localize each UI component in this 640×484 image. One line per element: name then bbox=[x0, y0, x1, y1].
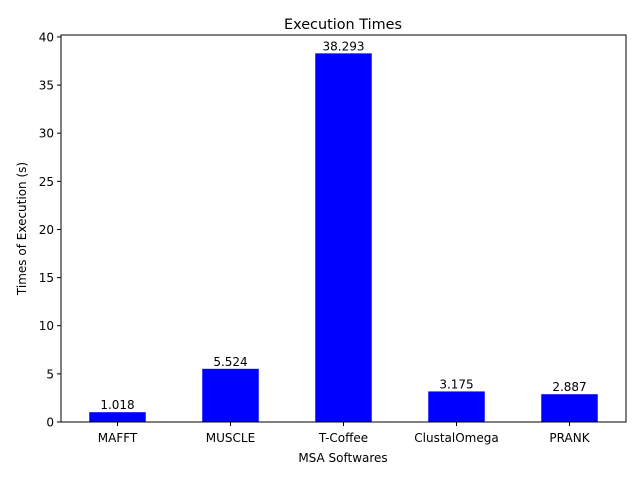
y-tick-label-20: 20 bbox=[39, 223, 54, 237]
value-label-clustalomega: 3.175 bbox=[439, 377, 473, 391]
bar-t-coffee bbox=[315, 53, 372, 423]
y-tick-label-10: 10 bbox=[39, 319, 54, 333]
y-axis-ticks: 0 5 10 15 20 25 30 35 40 bbox=[39, 30, 61, 430]
x-tick-label-clustalomega: ClustalOmega bbox=[414, 431, 498, 445]
x-tick-label-mafft: MAFFT bbox=[98, 431, 138, 445]
y-tick-label-40: 40 bbox=[39, 30, 54, 44]
value-label-prank: 2.887 bbox=[552, 380, 586, 394]
chart-title: Execution Times bbox=[284, 17, 402, 33]
y-tick-label-25: 25 bbox=[39, 175, 54, 189]
x-tick-label-t-coffee: T-Coffee bbox=[318, 431, 368, 445]
y-tick-label-0: 0 bbox=[46, 416, 54, 430]
y-axis-label: Times of Execution (s) bbox=[15, 162, 29, 296]
value-label-t-coffee: 38.293 bbox=[323, 39, 365, 53]
bar-mafft bbox=[89, 412, 146, 422]
x-axis-label: MSA Softwares bbox=[298, 451, 387, 465]
y-tick-label-5: 5 bbox=[46, 367, 54, 381]
value-labels-layer: 1.018 5.524 38.293 3.175 2.887 bbox=[100, 39, 586, 412]
x-axis-ticks: MAFFT MUSCLE T-Coffee ClustalOmega PRANK bbox=[98, 422, 591, 445]
x-tick-label-prank: PRANK bbox=[549, 431, 590, 445]
value-label-mafft: 1.018 bbox=[100, 398, 134, 412]
bar-prank bbox=[541, 394, 598, 422]
x-tick-label-muscle: MUSCLE bbox=[206, 431, 255, 445]
bar-clustalomega bbox=[428, 391, 485, 422]
bars-layer bbox=[89, 53, 598, 423]
y-tick-label-30: 30 bbox=[39, 127, 54, 141]
y-tick-label-35: 35 bbox=[39, 79, 54, 93]
plot-frame bbox=[60, 34, 627, 423]
value-label-muscle: 5.524 bbox=[213, 355, 247, 369]
y-tick-label-15: 15 bbox=[39, 271, 54, 285]
bar-muscle bbox=[202, 368, 259, 422]
